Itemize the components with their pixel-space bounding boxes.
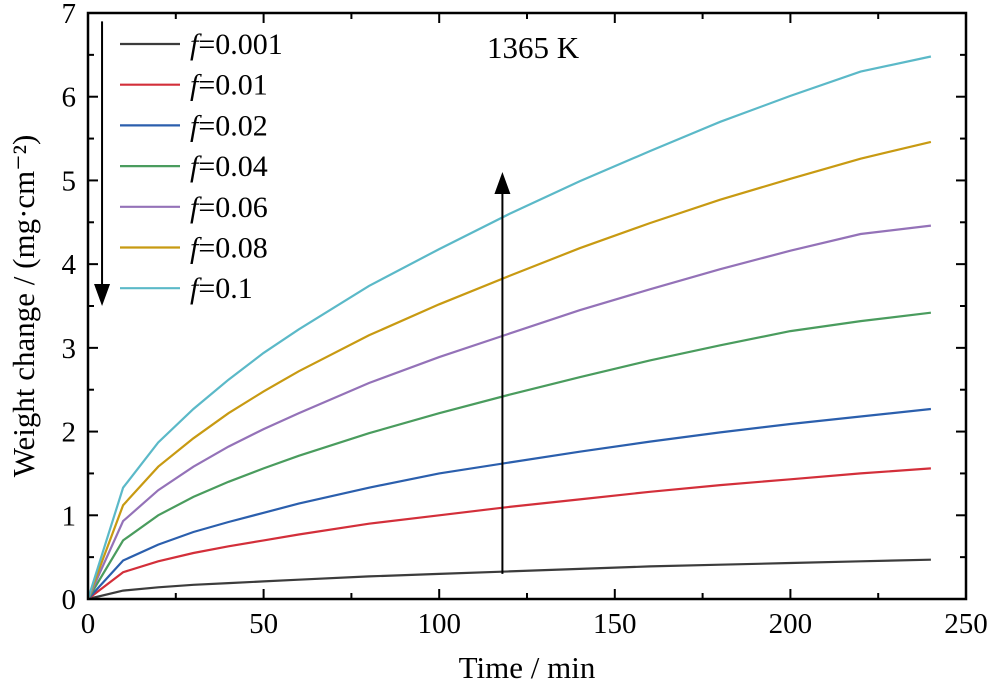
- x-tick-label: 150: [593, 608, 637, 640]
- legend-label-5: f=0.08: [190, 232, 268, 265]
- y-tick-label: 3: [62, 333, 77, 365]
- legend-label-6: f=0.1: [190, 272, 253, 305]
- y-axis-label: Weight change / (mg·cm⁻²): [6, 135, 41, 478]
- x-tick-label: 0: [81, 608, 96, 640]
- tick-labels: 0 50 100 150 200 250 0 1 2 3 4 5 6 7: [62, 0, 988, 640]
- arrow-head-1: [94, 284, 111, 306]
- plot-lines: [86, 55, 932, 601]
- y-tick-label: 0: [62, 584, 77, 616]
- y-tick-label: 2: [62, 417, 77, 449]
- legend-label-1: f=0.01: [190, 69, 268, 102]
- y-tick-label: 7: [62, 0, 77, 30]
- y-tick-label: 6: [62, 82, 77, 114]
- x-tick-label: 50: [249, 608, 278, 640]
- y-tick-label: 4: [62, 249, 77, 281]
- arrow-head-0: [494, 172, 511, 195]
- legend-label-0: f=0.001: [190, 28, 283, 61]
- x-tick-label: 250: [944, 608, 988, 640]
- y-tick-label: 1: [62, 500, 77, 532]
- x-axis-label: Time / min: [459, 650, 596, 685]
- legend-label-3: f=0.04: [190, 150, 268, 183]
- legend: f=0.001 f=0.01 f=0.02 f=0.04 f=0.06 f=0.08 f=0…: [120, 28, 283, 305]
- x-tick-label: 100: [417, 608, 461, 640]
- series-line-1: [87, 467, 931, 600]
- legend-label-2: f=0.02: [190, 109, 268, 142]
- series-line-4: [86, 224, 932, 600]
- series-line-6: [86, 55, 932, 600]
- ticks: [87, 12, 967, 600]
- temperature-annotation: 1365 K: [487, 30, 580, 65]
- series-line-3: [87, 311, 932, 600]
- series-line-5: [86, 140, 932, 600]
- series-line-0: [87, 558, 931, 601]
- arrows: [94, 21, 511, 574]
- x-tick-label: 200: [769, 608, 813, 640]
- series-line-2: [87, 407, 932, 600]
- legend-label-4: f=0.06: [190, 191, 268, 224]
- y-tick-label: 5: [62, 165, 77, 197]
